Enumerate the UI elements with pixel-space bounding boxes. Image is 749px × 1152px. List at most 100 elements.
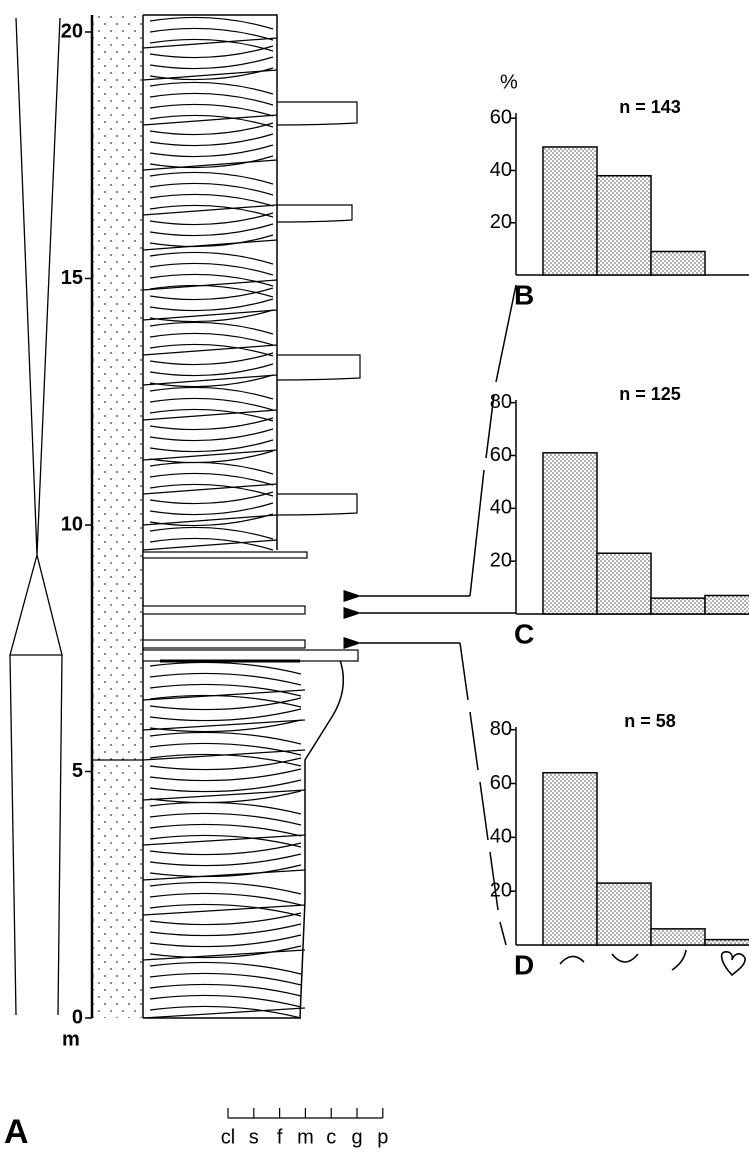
cross-bed: [150, 673, 301, 685]
cross-bed: [150, 213, 273, 225]
cross-bed: [150, 123, 273, 135]
cross-bed: [150, 802, 301, 814]
cross-bed: [150, 780, 301, 792]
set-boundary: [143, 375, 277, 385]
bar: [597, 176, 651, 275]
log-column: [92, 15, 360, 1018]
y-tick-label: 10: [61, 513, 83, 535]
y-tick-label: 20: [490, 211, 512, 233]
y-tick-label: 40: [490, 159, 512, 181]
figure: A m 05101520clsfmcgp204060n = 143%B20406…: [0, 0, 749, 1152]
set-boundary: [143, 205, 277, 215]
set-boundary: [143, 70, 277, 80]
thin-bed: [143, 606, 305, 614]
y-tick-label: 20: [490, 879, 512, 901]
cross-bed: [150, 843, 301, 855]
cross-bed: [150, 104, 273, 116]
cross-bed: [150, 285, 273, 297]
y-tick-label: 20: [490, 549, 512, 571]
thin-bed: [143, 552, 307, 558]
bar: [651, 598, 705, 614]
grain-label: g: [351, 1126, 362, 1148]
set-boundary: [143, 280, 277, 290]
panel-label: B: [514, 279, 534, 310]
grain-label: s: [249, 1126, 259, 1148]
grain-label: p: [377, 1126, 388, 1148]
bar: [597, 553, 651, 614]
cross-bed: [150, 288, 273, 300]
cross-bed: [150, 28, 273, 40]
thin-bed: [143, 640, 305, 648]
y-tick-label: 20: [61, 20, 83, 42]
cross-bed: [150, 134, 273, 146]
cross-bed: [150, 418, 273, 430]
bar: [543, 773, 597, 945]
cross-bed: [150, 224, 273, 236]
panel-label: D: [514, 949, 534, 980]
cross-bed: [150, 791, 301, 803]
y-tick-label: 80: [490, 718, 512, 740]
y-tick-label: 60: [490, 107, 512, 129]
cross-bed: [150, 57, 273, 69]
cross-bed: [150, 451, 273, 463]
cross-bed: [150, 732, 301, 744]
cross-bed: [150, 882, 301, 894]
page: A m 05101520clsfmcgp204060n = 143%B20406…: [0, 0, 749, 1152]
y-tick-label: 5: [72, 760, 83, 782]
cross-bed: [150, 662, 301, 674]
set-boundary: [143, 750, 305, 760]
axis-unit: m: [62, 1028, 80, 1050]
cross-bed: [150, 353, 273, 365]
cross-bed: [150, 698, 301, 710]
cross-bed: [150, 82, 273, 94]
cross-bed: [150, 93, 273, 105]
cross-bed: [150, 473, 273, 485]
wedge: [277, 494, 357, 515]
grain-label: cl: [221, 1126, 235, 1148]
cross-bed: [150, 935, 301, 947]
category-icons: [560, 950, 745, 975]
set-boundary: [143, 115, 277, 125]
y-axis-label: %: [500, 71, 518, 93]
log-outline: [143, 15, 343, 1018]
y-tick-label: 60: [490, 772, 512, 794]
y-tick-label: 40: [490, 497, 512, 519]
cross-bed: [150, 527, 273, 539]
grain-label: f: [277, 1126, 283, 1148]
set-boundary: [143, 310, 277, 320]
set-boundary: [143, 160, 277, 170]
cross-bed: [150, 695, 301, 707]
cross-bed: [150, 754, 301, 766]
cross-bed: [150, 440, 273, 452]
cross-bed: [150, 252, 273, 264]
cross-bed: [150, 769, 301, 781]
cross-bed: [150, 813, 301, 825]
cross-bed: [150, 46, 273, 58]
cross-bed: [150, 364, 273, 376]
y-tick-label: 15: [61, 267, 83, 289]
cross-bed: [150, 145, 273, 157]
cross-bed: [150, 503, 273, 515]
wedge: [277, 205, 352, 222]
set-boundary: [143, 690, 305, 700]
set-boundary: [143, 515, 277, 525]
bar: [705, 940, 749, 945]
cross-bed: [150, 995, 301, 1007]
chart-title: n = 125: [619, 384, 681, 404]
panel-label: C: [514, 618, 534, 649]
cross-bed: [150, 824, 301, 836]
cross-bed: [150, 299, 273, 311]
cross-bed: [150, 194, 273, 206]
cross-bed: [150, 492, 273, 504]
chart-title: n = 143: [619, 97, 681, 117]
bar: [705, 596, 749, 614]
cross-bed: [150, 398, 273, 410]
cross-bed: [150, 743, 301, 755]
set-boundary: [143, 540, 277, 550]
cross-bed: [150, 973, 301, 985]
bar: [651, 251, 705, 275]
set-boundary: [143, 950, 305, 960]
bar: [597, 883, 651, 945]
cross-bed: [150, 854, 301, 866]
set-boundary: [143, 835, 305, 845]
